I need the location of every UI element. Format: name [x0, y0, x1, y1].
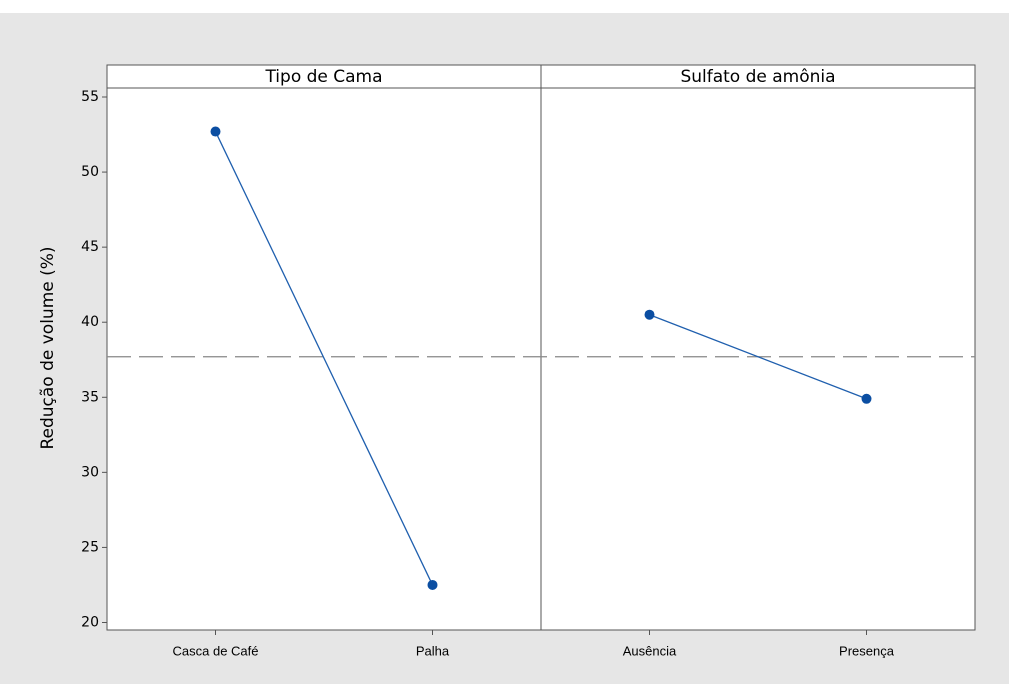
- panel-title: Sulfato de amônia: [680, 67, 835, 87]
- point: [427, 579, 438, 590]
- y-axis-label: Redução de volume (%): [38, 246, 58, 449]
- y-tick-label: 25: [81, 539, 99, 555]
- x-tick-label: Casca de Café: [173, 643, 259, 658]
- y-tick-label: 55: [81, 89, 99, 105]
- effect-line: [649, 314, 867, 400]
- y-tick-label: 20: [81, 614, 99, 630]
- x-tick-label: Ausência: [623, 643, 677, 658]
- y-tick-label: 45: [81, 239, 99, 255]
- point: [210, 126, 221, 137]
- effect-line: [214, 131, 434, 586]
- y-tick-label: 30: [81, 464, 99, 480]
- point: [861, 393, 872, 404]
- x-tick-label: Presença: [839, 643, 895, 658]
- point: [644, 309, 655, 320]
- y-tick-label: 50: [81, 164, 99, 180]
- x-tick-label: Palha: [416, 643, 450, 658]
- panel-title: Tipo de Cama: [264, 67, 382, 87]
- y-tick-label: 40: [81, 314, 99, 330]
- y-tick-label: 35: [81, 389, 99, 405]
